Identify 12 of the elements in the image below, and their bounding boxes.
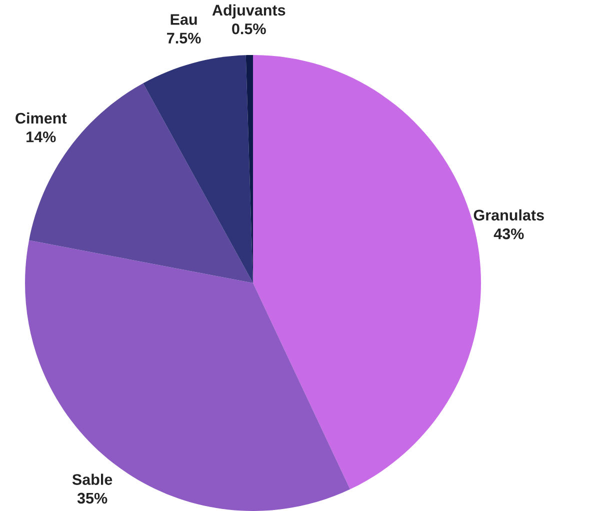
data-label: 14% <box>26 132 56 142</box>
slice-label: Sable <box>72 474 112 485</box>
slice-label: Ciment <box>16 112 67 124</box>
pie-slice <box>143 55 253 283</box>
pie-slice <box>25 240 350 511</box>
slice-label: Eau <box>170 14 197 25</box>
data-label: 0.5% <box>232 23 266 34</box>
data-label: 43% <box>494 228 524 240</box>
slice-label: Adjuvants <box>212 4 286 19</box>
data-label: 35% <box>77 492 108 504</box>
data-label: 7.5% <box>167 32 201 44</box>
slice-label: Granulats <box>474 209 544 221</box>
